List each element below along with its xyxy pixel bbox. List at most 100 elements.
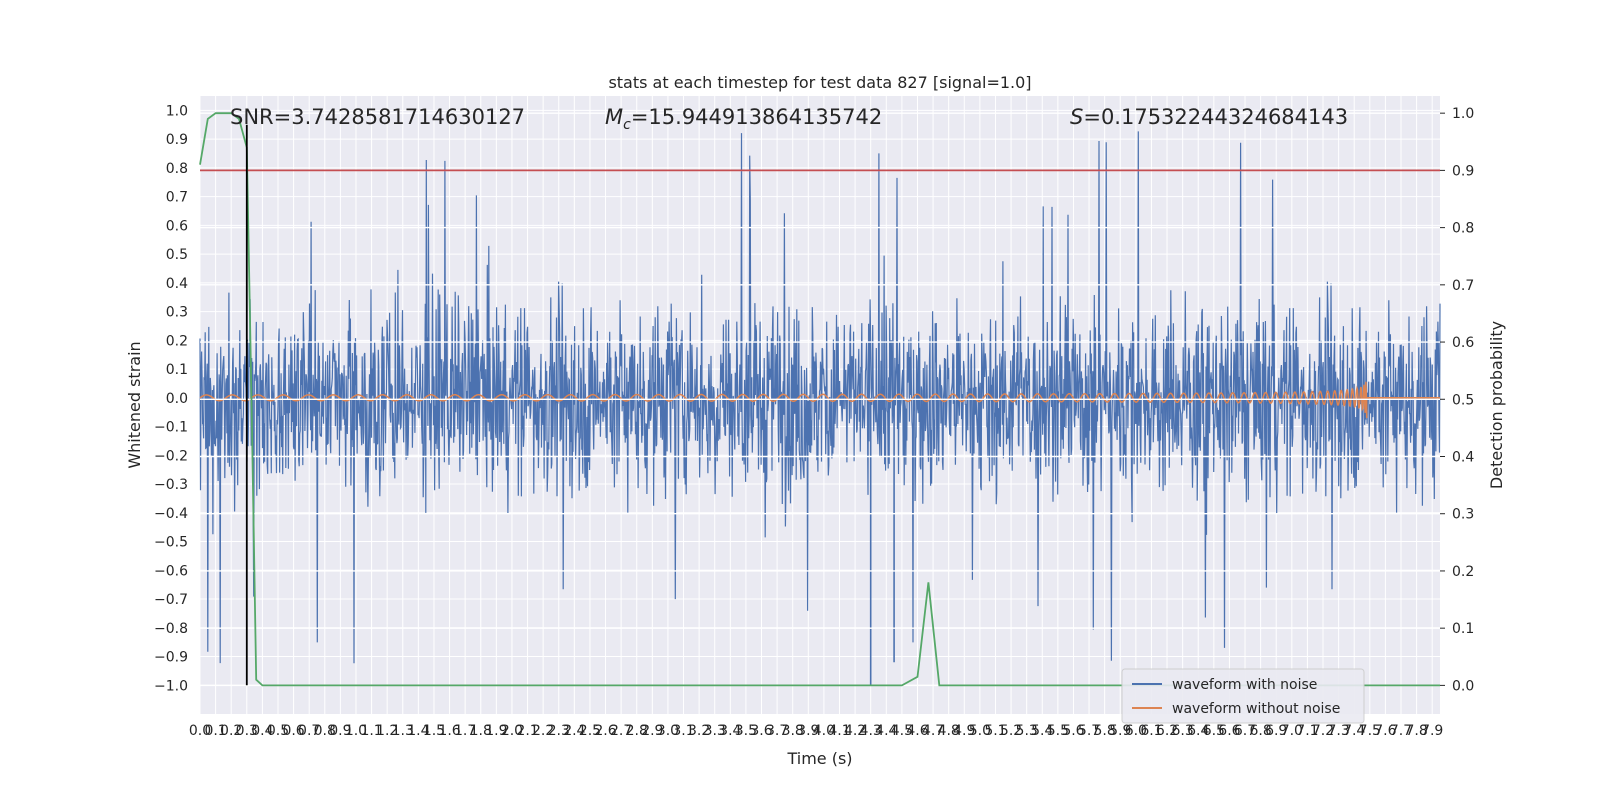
x-tick-label: 1.2: [376, 723, 398, 739]
y-right-tick-label: 0.8: [1452, 221, 1474, 237]
x-tick-label: 7.5: [1359, 723, 1381, 739]
y-left-tick-label: −1.0: [154, 678, 188, 694]
x-tick-label: 2.6: [594, 723, 616, 739]
y-right-tick-label: 0.3: [1452, 507, 1474, 523]
y-left-tick-label: −0.4: [154, 506, 188, 522]
y-right-tick-label: 0.9: [1452, 163, 1474, 179]
x-tick-label: 4.2: [844, 723, 866, 739]
series-detection-probability: [199, 112, 1440, 687]
x-tick-label: 0.5: [267, 723, 289, 739]
chart-title: stats at each timestep for test data 827…: [608, 73, 1031, 92]
annotation-s-symbol: S: [1070, 105, 1083, 129]
x-tick-label: 5.0: [969, 723, 991, 739]
x-tick-label: 0.1: [204, 723, 226, 739]
x-tick-label: 7.2: [1312, 723, 1334, 739]
x-tick-label: 4.8: [938, 723, 960, 739]
y-left-tick-label: 0.8: [166, 161, 188, 177]
x-tick-label: 7.9: [1421, 723, 1443, 739]
probability-path: [199, 112, 1440, 687]
clean-path: [199, 381, 1440, 419]
annotation-mc-sub: c: [623, 117, 631, 133]
legend: waveform with noise waveform without noi…: [1121, 668, 1365, 724]
y-left-tick-label: −0.5: [154, 535, 188, 551]
x-tick-label: 3.5: [735, 723, 757, 739]
y-right-tick-labels: 0.0 0.1 0.2 0.3 0.4 0.5 0.6 0.7 0.8 0.9 1.0: [1440, 106, 1474, 694]
y-right-tick-label: 1.0: [1452, 106, 1474, 122]
x-tick-label: 7.7: [1390, 723, 1412, 739]
y-left-tick-label: −0.8: [154, 621, 188, 637]
x-tick-label: 4.4: [875, 723, 897, 739]
x-axis-label: Time (s): [786, 749, 852, 768]
x-tick-label: 1.3: [392, 723, 414, 739]
y-left-tick-label: −0.2: [154, 448, 188, 464]
legend-label-noise: waveform with noise: [1172, 677, 1317, 693]
y-left-tick-label: 0.5: [166, 247, 188, 263]
series-waveform-with-noise: [199, 131, 1441, 686]
x-tick-label: 7.4: [1343, 723, 1365, 739]
x-tick-label: 6.7: [1234, 723, 1256, 739]
x-tick-label: 6.3: [1172, 723, 1194, 739]
y-left-tick-label: 0.1: [166, 362, 188, 378]
legend-box: [1121, 668, 1365, 724]
x-tick-label: 6.2: [1156, 723, 1178, 739]
x-tick-label: 6.1: [1140, 723, 1162, 739]
x-tick-label: 3.2: [688, 723, 710, 739]
x-tick-label: 2.0: [501, 723, 523, 739]
x-tick-label: 5.5: [1047, 723, 1069, 739]
x-tick-label: 1.8: [470, 723, 492, 739]
annotation-s-value: =0.17532244324684143: [1083, 105, 1348, 129]
x-tick-label: 5.7: [1078, 723, 1100, 739]
x-tick-label: 2.9: [641, 723, 663, 739]
x-tick-label: 2.3: [548, 723, 570, 739]
x-tick-label: 6.0: [1125, 723, 1147, 739]
y-right-axis-label: Detection probability: [1487, 321, 1506, 489]
legend-label-clean: waveform without noise: [1172, 701, 1340, 717]
x-tick-label: 7.8: [1405, 723, 1427, 739]
y-left-tick-label: −0.1: [154, 420, 188, 436]
x-tick-label: 3.9: [797, 723, 819, 739]
x-tick-label: 7.0: [1281, 723, 1303, 739]
y-left-tick-label: 0.0: [166, 391, 188, 407]
y-left-tick-label: −0.6: [154, 563, 188, 579]
y-right-tick-label: 0.1: [1452, 621, 1474, 637]
x-tick-label: 6.9: [1265, 723, 1287, 739]
annotation-snr: SNR=3.7428581714630127: [230, 105, 525, 129]
y-right-tick-label: 0.4: [1452, 450, 1474, 466]
y-left-tick-label: −0.3: [154, 477, 188, 493]
x-tick-label: 6.8: [1249, 723, 1271, 739]
x-tick-label: 5.2: [1000, 723, 1022, 739]
annotation-mc: Mc=15.944913864135742: [605, 105, 882, 133]
x-tick-label: 1.4: [407, 723, 429, 739]
x-tick-label: 2.5: [579, 723, 601, 739]
x-tick-label: 7.1: [1296, 723, 1318, 739]
y-left-tick-label: 0.2: [166, 333, 188, 349]
y-left-tick-label: 0.7: [166, 190, 188, 206]
x-tick-label: 2.2: [532, 723, 554, 739]
y-right-tick-label: 0.0: [1452, 678, 1474, 694]
x-tick-label: 0.9: [329, 723, 351, 739]
y-right-tick-label: 0.2: [1452, 564, 1474, 580]
x-tick-label: 2.7: [610, 723, 632, 739]
x-tick-label: 3.0: [657, 723, 679, 739]
x-tick-label: 4.1: [828, 723, 850, 739]
x-tick-label: 5.8: [1094, 723, 1116, 739]
x-tick-label: 5.9: [1109, 723, 1131, 739]
annotation-mc-value: =15.944913864135742: [631, 105, 882, 129]
x-tick-label: 1.0: [345, 723, 367, 739]
annotation-s: S=0.17532244324684143: [1070, 105, 1348, 129]
x-tick-label: 4.6: [906, 723, 928, 739]
annotation-mc-symbol: M: [605, 105, 623, 129]
x-tick-label: 2.4: [563, 723, 585, 739]
x-tick-label: 3.4: [719, 723, 741, 739]
x-tick-labels: 0.00.10.20.30.40.50.60.70.80.91.01.11.21…: [189, 723, 1443, 739]
y-left-tick-label: 0.9: [166, 132, 188, 148]
x-tick-label: 1.5: [423, 723, 445, 739]
x-tick-label: 1.6: [438, 723, 460, 739]
x-tick-label: 3.1: [672, 723, 694, 739]
x-tick-label: 7.3: [1327, 723, 1349, 739]
x-tick-label: 5.3: [1016, 723, 1038, 739]
x-tick-label: 3.3: [704, 723, 726, 739]
x-tick-label: 2.1: [516, 723, 538, 739]
y-left-tick-label: −0.9: [154, 650, 188, 666]
